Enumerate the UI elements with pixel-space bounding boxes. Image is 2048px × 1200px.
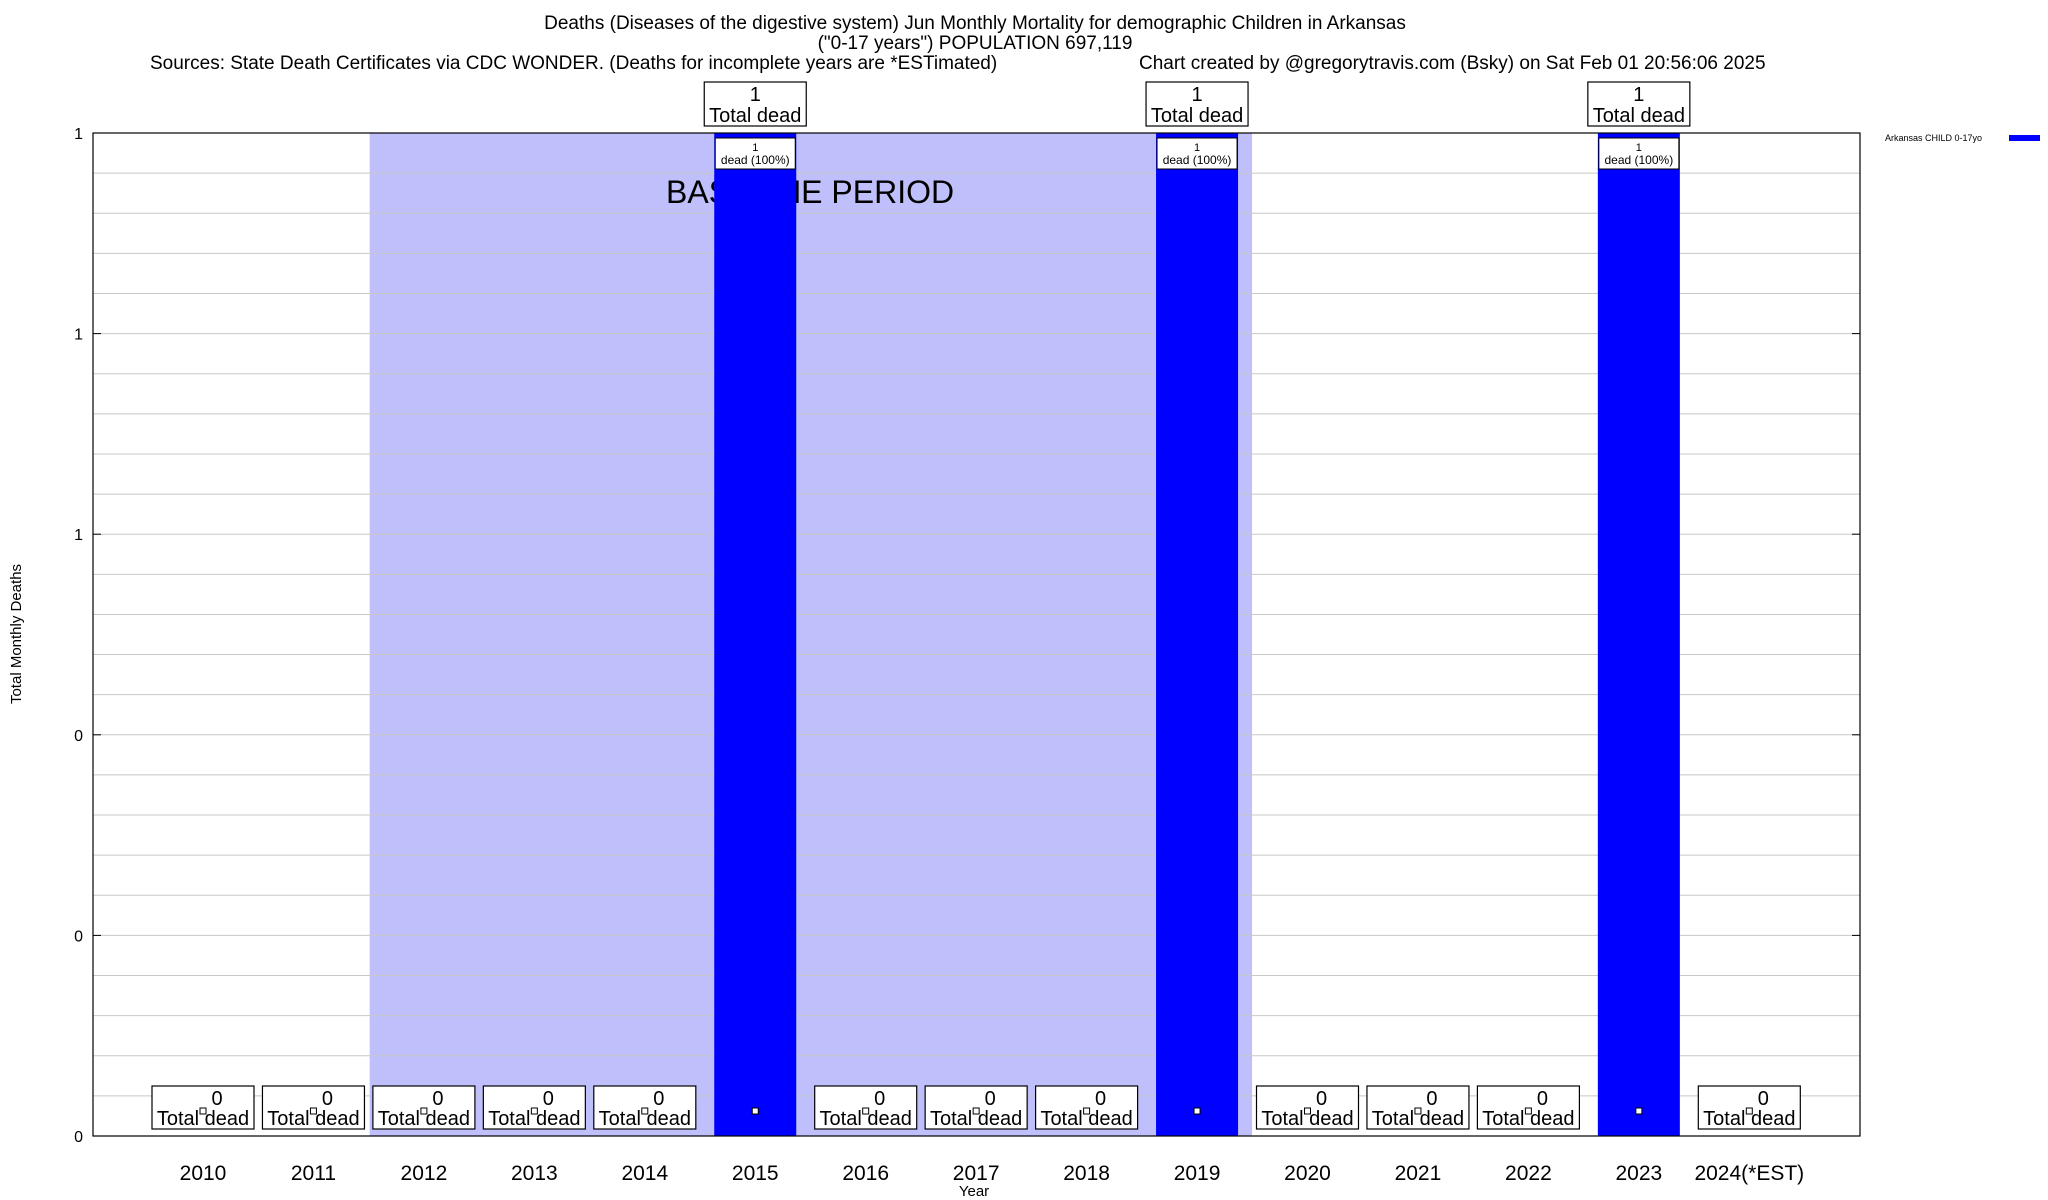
total-value: 0 [1095,1088,1106,1110]
total-dead-label: Total dead [488,1108,580,1130]
x-tick-label: 2024(*EST) [1694,1162,1804,1185]
legend-series-name: Arkansas CHILD 0-17yo [1885,133,1982,143]
total-value: 1 [1633,84,1644,106]
chart-sources-note: Sources: State Death Certificates via CD… [150,53,998,74]
x-tick-marker [199,1107,207,1115]
x-tick-marker [1083,1107,1091,1115]
bar-2023 [1597,133,1680,1136]
total-dead-label: Total dead [1151,105,1243,127]
x-tick-marker [862,1107,870,1115]
bar-2015 [714,133,797,1136]
x-tick-label: 2017 [953,1162,1000,1185]
x-tick-marker [420,1107,428,1115]
x-tick-label: 2023 [1615,1162,1662,1185]
x-tick-label: 2011 [291,1162,336,1185]
bar-value-label-box [1598,137,1680,170]
x-tick-label: 2012 [401,1162,448,1185]
bar-value-label: 1 [1636,142,1642,154]
total-value: 0 [1758,1088,1769,1110]
x-tick-label: 2013 [511,1162,558,1185]
bar-value-label-box [1156,137,1238,170]
baseline-period-band [369,133,1253,1136]
x-tick-label: 2019 [1174,1162,1221,1185]
x-axis-label: Year [959,1183,989,1200]
total-value: 0 [543,1088,554,1110]
y-tick-label: 0 [74,728,83,745]
x-tick-label: 2020 [1284,1162,1331,1185]
x-tick-marker [1193,1107,1201,1115]
x-tick-marker [530,1107,538,1115]
total-dead-label: Total dead [1703,1108,1795,1130]
y-tick-label: 1 [74,327,83,344]
total-dead-label: Total dead [709,105,801,127]
chart-title-line1: Deaths (Diseases of the digestive system… [544,13,1406,34]
total-dead-label: Total dead [1593,105,1685,127]
total-value: 1 [1191,84,1202,106]
x-tick-marker [1414,1107,1422,1115]
total-dead-label: Total dead [1372,1108,1464,1130]
x-tick-label: 2014 [621,1162,668,1185]
total-label-box [1587,81,1691,127]
chart-title-line2: ("0-17 years") POPULATION 697,119 [817,33,1133,54]
total-value: 0 [1426,1088,1437,1110]
x-tick-marker [972,1107,980,1115]
total-value: 0 [874,1088,885,1110]
total-value: 0 [322,1088,333,1110]
total-value: 0 [1537,1088,1548,1110]
bar-percent-label: dead (100%) [1163,153,1232,167]
y-axis-label: Total Monthly Deaths [8,564,25,704]
legend-swatch [2009,135,2040,141]
x-tick-marker [1524,1107,1532,1115]
y-tick-label: 1 [74,527,83,544]
x-tick-label: 2018 [1063,1162,1110,1185]
x-tick-label: 2010 [180,1162,227,1185]
bar-value-label: 1 [1194,142,1200,154]
baseline-period-label: BASELINE PERIOD [666,174,954,210]
total-dead-label: Total dead [930,1108,1022,1130]
bar-percent-label: dead (100%) [1604,153,1673,167]
bar-percent-label: dead (100%) [721,153,790,167]
y-tick-label: 0 [74,1129,83,1146]
x-tick-label: 2016 [842,1162,889,1185]
x-tick-marker [641,1107,649,1115]
x-tick-marker [309,1107,317,1115]
x-tick-marker [1304,1107,1311,1115]
total-dead-label: Total dead [1482,1108,1574,1130]
chart-credit-note: Chart created by @gregorytravis.com (Bsk… [1139,53,1766,74]
x-tick-marker [1745,1107,1753,1115]
y-tick-label: 0 [74,928,83,945]
x-tick-label: 2021 [1395,1162,1442,1185]
x-tick-label: 2015 [732,1162,779,1185]
total-value: 0 [1316,1088,1327,1110]
total-dead-label: Total dead [1040,1108,1132,1130]
total-label-box [372,1085,476,1130]
total-label-box [703,81,807,127]
total-label-box [1145,81,1249,127]
x-tick-marker [751,1107,759,1115]
total-dead-label: Total dead [1261,1108,1353,1130]
total-value: 0 [211,1088,222,1110]
total-value: 0 [653,1088,664,1110]
plot-frame [92,132,1861,1137]
total-dead-label: Total dead [157,1108,249,1130]
x-tick-marker [1635,1107,1643,1115]
total-value: 0 [985,1088,996,1110]
total-value: 1 [750,84,761,106]
total-dead-label: Total dead [820,1108,912,1130]
bar-value-label: 1 [752,142,758,154]
total-value: 0 [432,1088,443,1110]
x-tick-label: 2022 [1505,1162,1552,1185]
total-dead-label: Total dead [267,1108,359,1130]
bar-value-label-box [714,137,796,170]
total-dead-label: Total dead [599,1108,691,1130]
bar-2019 [1156,133,1239,1136]
y-tick-label: 1 [74,126,83,143]
total-dead-label: Total dead [378,1108,470,1130]
